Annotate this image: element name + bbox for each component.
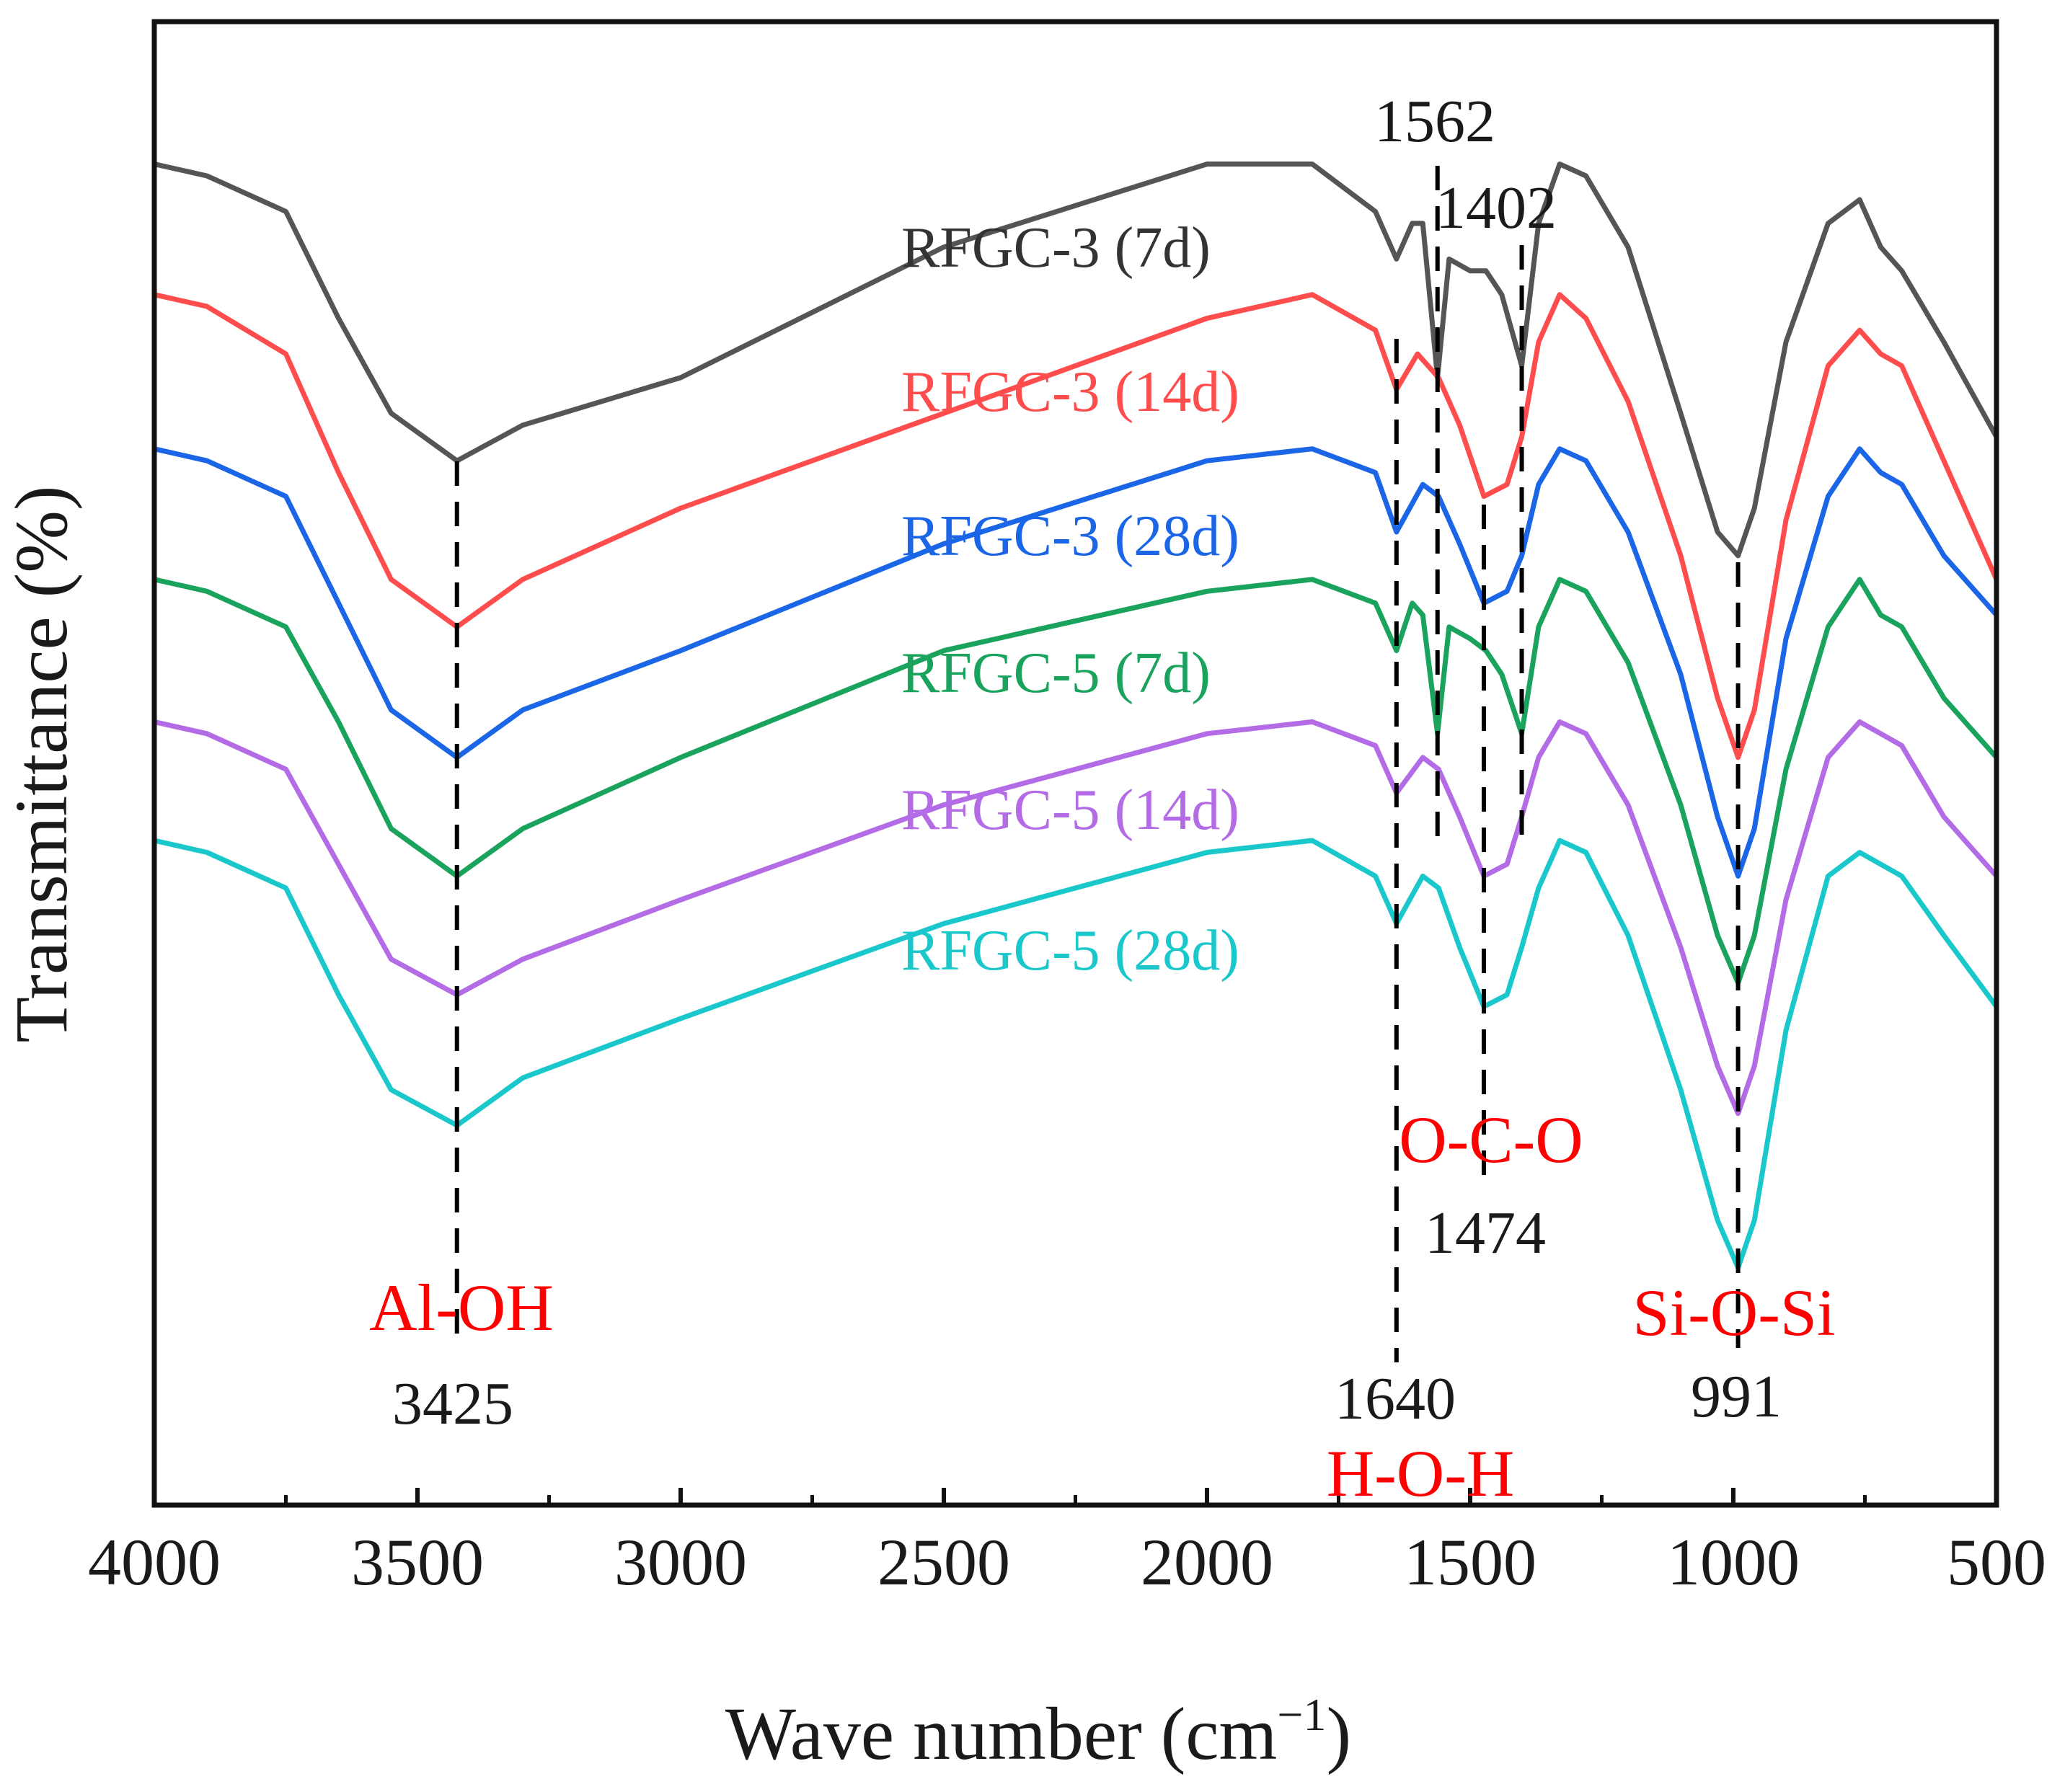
x-tick-layer: 4000 3500 3000 2500 2000 1500 1000 500 — [88, 1488, 2046, 1599]
series-line-0 — [154, 161, 1999, 559]
x-tick-label-4000: 4000 — [88, 1525, 221, 1599]
peak-label-991: 991 — [1691, 1363, 1782, 1430]
series-line-1 — [154, 292, 1999, 760]
y-axis-title: Transmittance (%) — [0, 485, 83, 1042]
legend-label-rfgc3-14d: RFGC-3 (14d) — [901, 360, 1239, 424]
peak-label-3425: 3425 — [392, 1370, 513, 1437]
series-line-3 — [154, 577, 1999, 986]
x-tick-label-1500: 1500 — [1404, 1525, 1536, 1599]
peak-label-1640: 1640 — [1335, 1365, 1456, 1432]
series-line-2 — [154, 446, 1999, 879]
peak-label-1562: 1562 — [1374, 88, 1495, 155]
series-layer — [154, 161, 1999, 1271]
bond-label-si-o-si: Si-O-Si — [1632, 1276, 1835, 1349]
legend-label-rfgc5-7d: RFGC-5 (7d) — [901, 642, 1211, 705]
bond-label-h-o-h: H-O-H — [1327, 1437, 1515, 1510]
x-tick-label-3000: 3000 — [614, 1525, 747, 1599]
legend-label-rfgc5-14d: RFGC-5 (14d) — [901, 779, 1239, 842]
x-tick-label-3500: 3500 — [351, 1525, 484, 1599]
legend-label-rfgc5-28d: RFGC-5 (28d) — [901, 919, 1239, 983]
x-tick-label-1000: 1000 — [1667, 1525, 1800, 1599]
series-line-5 — [154, 838, 1999, 1271]
x-tick-label-2500: 2500 — [877, 1525, 1010, 1599]
legend-label-rfgc3-7d: RFGC-3 (7d) — [901, 216, 1211, 280]
legend-label-rfgc3-28d: RFGC-3 (28d) — [901, 505, 1239, 568]
peak-label-1402: 1402 — [1436, 174, 1557, 241]
series-line-4 — [154, 719, 1999, 1117]
bond-label-o-c-o: O-C-O — [1399, 1103, 1583, 1176]
peak-marker-layer — [454, 166, 1741, 1362]
peak-label-1474: 1474 — [1425, 1199, 1546, 1267]
x-axis-title: Wave number (cm−1) — [725, 1689, 1351, 1775]
bond-label-al-oh: Al-OH — [369, 1271, 554, 1344]
x-tick-label-500: 500 — [1947, 1525, 2046, 1599]
x-tick-label-2000: 2000 — [1141, 1525, 1273, 1599]
